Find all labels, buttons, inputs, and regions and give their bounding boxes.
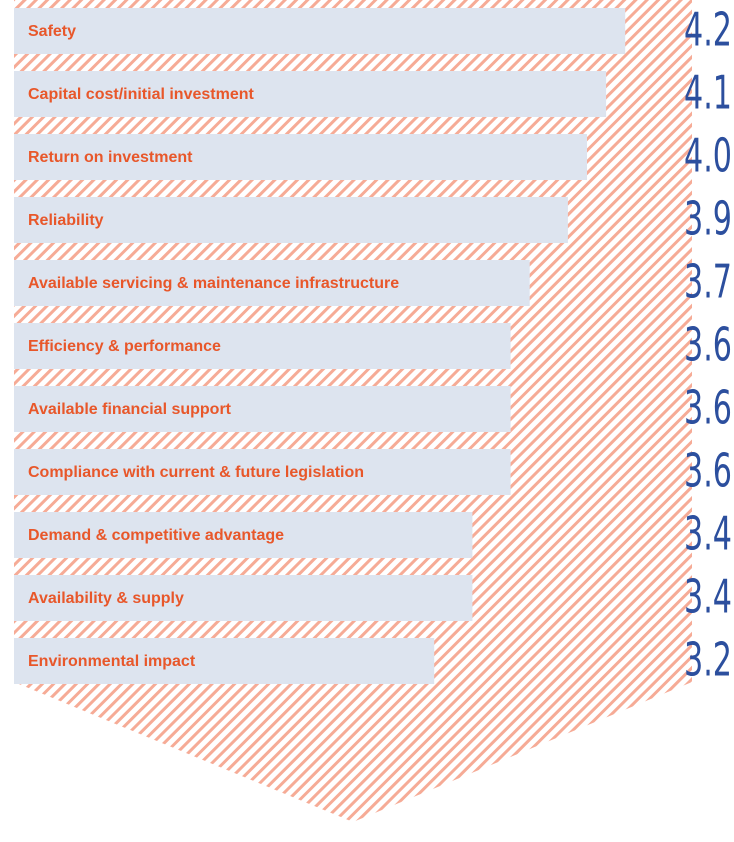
bar	[14, 134, 587, 180]
value-label: 3.4	[684, 570, 732, 624]
category-label: Reliability	[28, 212, 104, 229]
category-label: Safety	[28, 23, 76, 40]
bar	[14, 197, 568, 243]
category-label: Available financial support	[28, 401, 232, 418]
bar	[14, 260, 530, 306]
value-label: 3.6	[684, 444, 732, 498]
category-label: Demand & competitive advantage	[28, 527, 284, 544]
bar	[14, 575, 473, 621]
value-label: 4.1	[684, 66, 732, 120]
category-label: Efficiency & performance	[28, 338, 221, 355]
bar	[14, 512, 473, 558]
category-label: Compliance with current & future legisla…	[28, 464, 364, 481]
category-label: Return on investment	[28, 149, 193, 166]
value-label: 3.9	[684, 192, 732, 246]
bar	[14, 638, 435, 684]
category-label: Available servicing & maintenance infras…	[28, 275, 399, 292]
value-label: 3.6	[684, 318, 732, 372]
value-label: 3.4	[684, 507, 732, 561]
value-label: 4.2	[684, 3, 732, 57]
bar	[14, 323, 511, 369]
value-label: 3.2	[684, 633, 732, 687]
category-label: Capital cost/initial investment	[28, 86, 255, 103]
value-label: 3.7	[684, 255, 732, 309]
category-label: Environmental impact	[28, 653, 196, 670]
value-label: 4.0	[684, 129, 732, 183]
bar	[14, 449, 511, 495]
bar	[14, 8, 626, 54]
value-label: 3.6	[684, 381, 732, 435]
category-label: Availability & supply	[28, 590, 184, 607]
bar	[14, 386, 511, 432]
bar	[14, 71, 607, 117]
